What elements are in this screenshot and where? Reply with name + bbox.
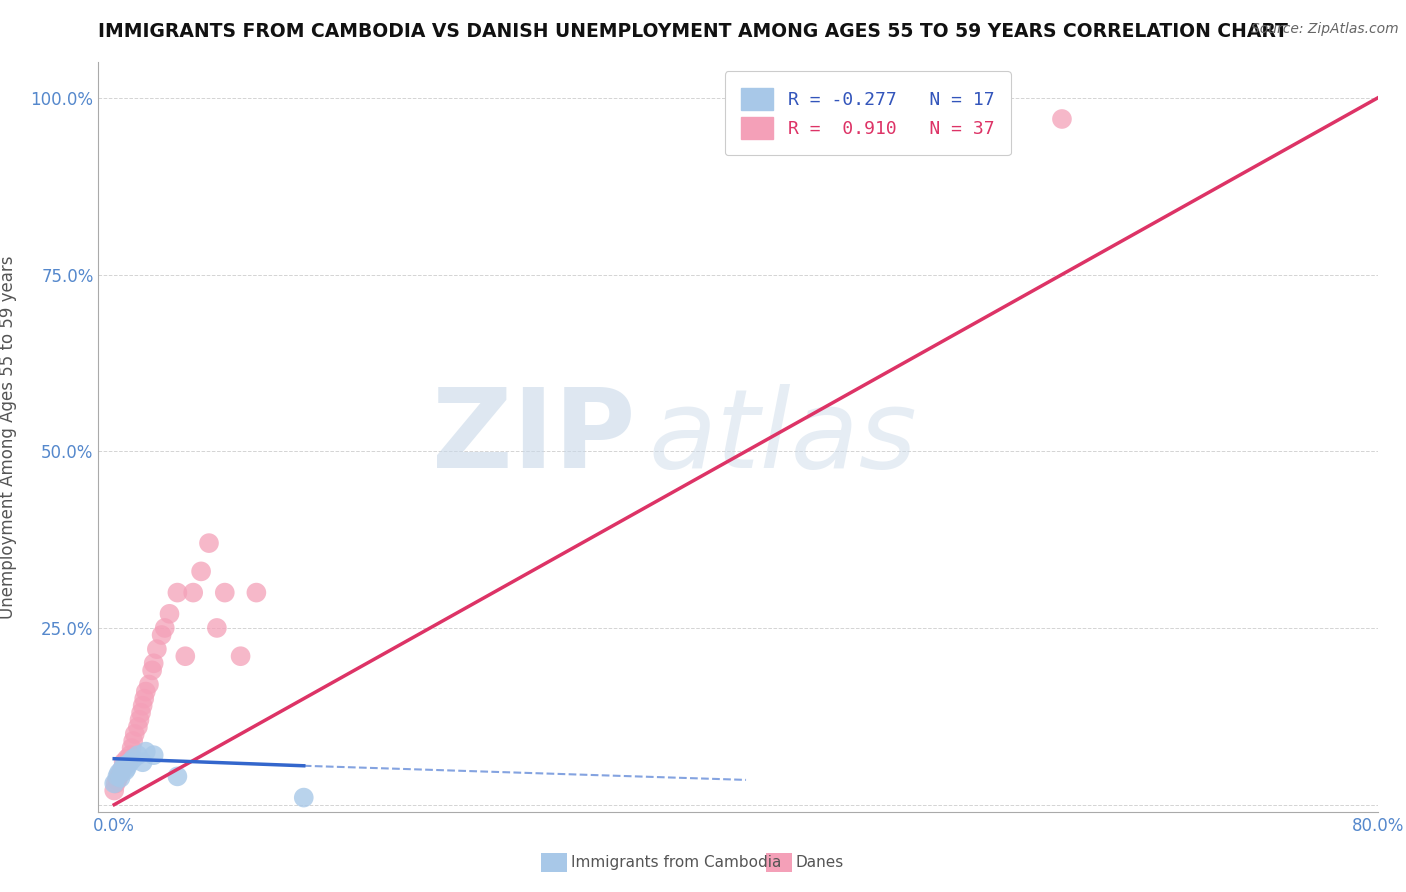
Point [292, 790, 315, 805]
Point [153, 621, 176, 635]
Point [124, 727, 146, 741]
Point [138, 677, 160, 691]
Text: Danes: Danes [796, 855, 844, 870]
Point [166, 769, 188, 783]
Point [159, 607, 181, 621]
Point [103, 776, 125, 790]
Point [142, 657, 165, 671]
Point [131, 698, 153, 713]
Point [118, 748, 141, 763]
Point [111, 762, 134, 776]
Point [105, 772, 128, 787]
Point [150, 628, 173, 642]
Point [190, 565, 212, 579]
Point [129, 706, 152, 720]
Point [135, 684, 157, 698]
Y-axis label: Unemployment Among Ages 55 to 59 years: Unemployment Among Ages 55 to 59 years [0, 255, 17, 619]
Point [134, 691, 156, 706]
Point [205, 621, 228, 635]
Point [117, 756, 139, 770]
Text: ZIP: ZIP [433, 384, 636, 491]
Point [115, 761, 138, 775]
Point [104, 776, 127, 790]
Text: Source: ZipAtlas.com: Source: ZipAtlas.com [1251, 22, 1399, 37]
Text: atlas: atlas [648, 384, 917, 491]
Point [115, 752, 138, 766]
Point [214, 585, 236, 599]
Text: IMMIGRANTS FROM CAMBODIA VS DANISH UNEMPLOYMENT AMONG AGES 55 TO 59 YEARS CORREL: IMMIGRANTS FROM CAMBODIA VS DANISH UNEMP… [98, 22, 1288, 41]
Point [121, 741, 143, 756]
Point [142, 748, 165, 763]
Point [141, 664, 163, 678]
Text: Immigrants from Cambodia: Immigrants from Cambodia [571, 855, 782, 870]
Point [112, 756, 135, 770]
Point [198, 536, 221, 550]
Point [181, 585, 204, 599]
Point [128, 713, 150, 727]
Point [127, 748, 149, 763]
Point [117, 756, 139, 771]
Point [146, 642, 169, 657]
Point [112, 758, 135, 772]
Point [127, 720, 149, 734]
Point [245, 585, 267, 599]
Point [110, 765, 132, 780]
Point [166, 585, 188, 599]
Point [110, 771, 132, 785]
Point [122, 752, 145, 766]
Point [122, 734, 145, 748]
Point [108, 769, 131, 783]
Point [105, 769, 128, 783]
Point [135, 745, 157, 759]
Point [1050, 112, 1073, 126]
Point [111, 762, 134, 776]
Point [108, 765, 131, 780]
Point [103, 783, 125, 797]
Point [174, 649, 197, 664]
Point [229, 649, 252, 664]
Legend: R = -0.277   N = 17, R =  0.910   N = 37: R = -0.277 N = 17, R = 0.910 N = 37 [724, 71, 1011, 155]
Point [118, 756, 141, 770]
Point [131, 756, 153, 770]
Point [114, 764, 136, 778]
Point [114, 758, 136, 772]
